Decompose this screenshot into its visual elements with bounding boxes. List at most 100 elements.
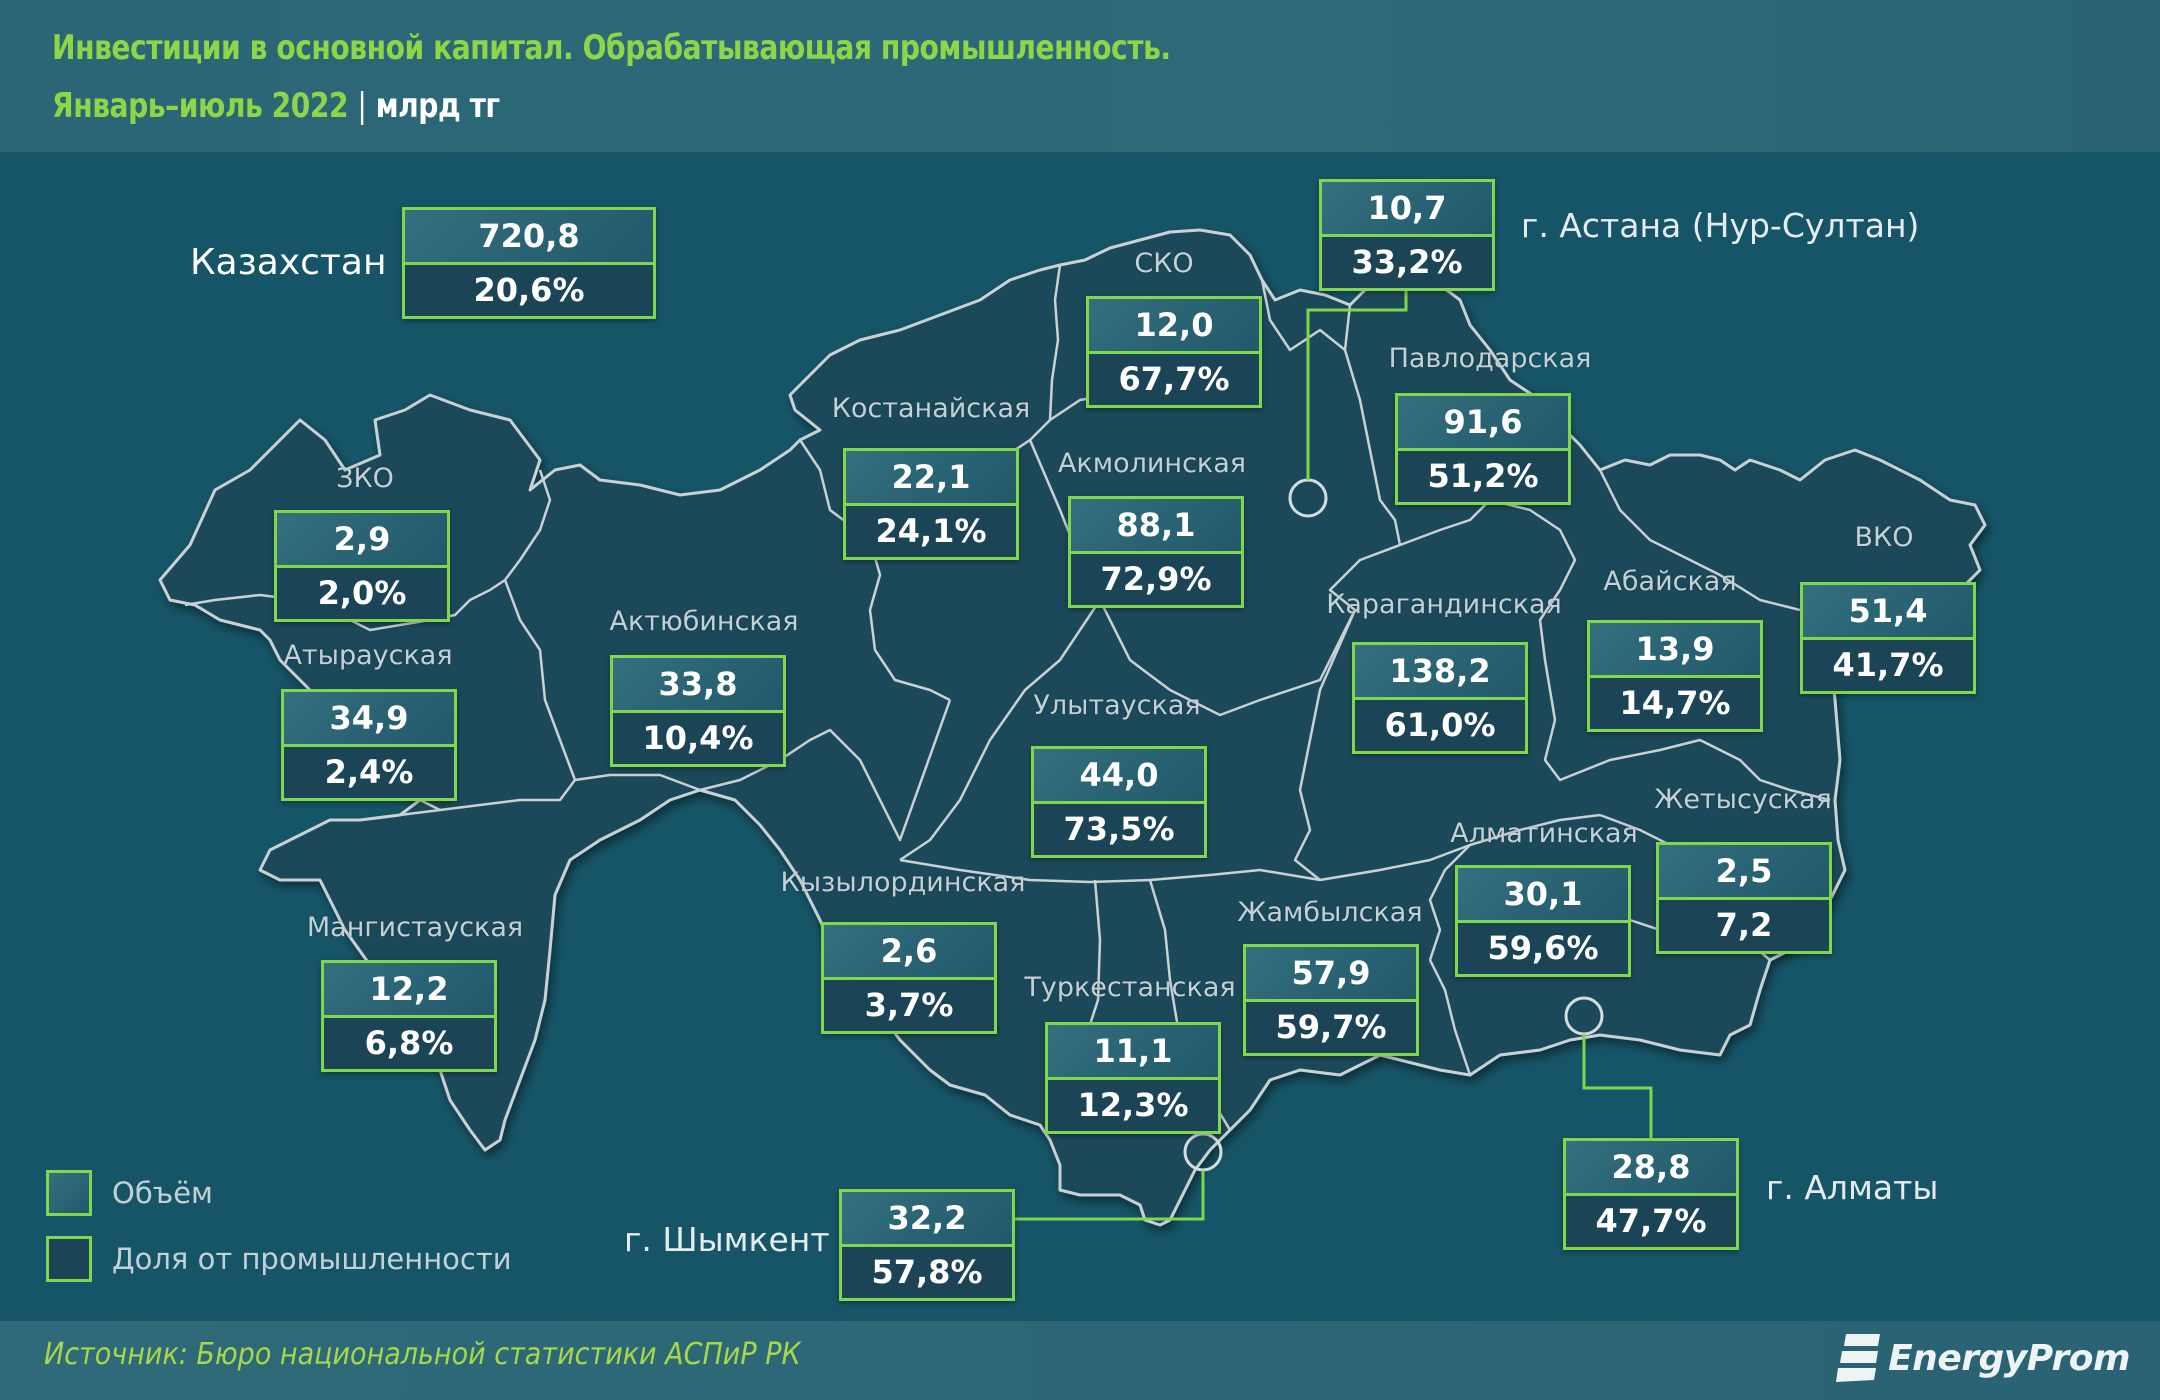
- legend-swatch-volume: [46, 1170, 92, 1216]
- volume-value: 138,2: [1355, 645, 1525, 700]
- volume-value: 51,4: [1803, 585, 1973, 640]
- data-box-kyzylorda: 2,6 3,7%: [821, 922, 997, 1034]
- share-value: 2,4%: [284, 747, 454, 798]
- share-value: 3,7%: [824, 980, 994, 1031]
- share-value: 47,7%: [1566, 1196, 1736, 1247]
- data-box-turkestan: 11,1 12,3%: [1045, 1022, 1221, 1134]
- share-value: 7,2: [1659, 900, 1829, 951]
- data-box-atyrau: 34,9 2,4%: [281, 689, 457, 801]
- volume-value: 33,8: [613, 658, 783, 713]
- energyprom-logo: EnergyProm: [1836, 1330, 2130, 1386]
- data-box-akmola: 88,1 72,9%: [1068, 496, 1244, 608]
- volume-value: 13,9: [1590, 623, 1760, 678]
- data-box-vko: 51,4 41,7%: [1800, 582, 1976, 694]
- data-box-mangistau: 12,2 6,8%: [321, 960, 497, 1072]
- energyprom-logo-icon: [1836, 1334, 1881, 1382]
- region-label-kostanay: Костанайская: [831, 393, 1031, 424]
- share-value: 67,7%: [1089, 354, 1259, 405]
- source-note: Источник: Бюро национальной статистики А…: [44, 1337, 801, 1372]
- share-value: 59,6%: [1458, 923, 1628, 974]
- share-value: 12,3%: [1048, 1080, 1218, 1131]
- separator: |: [357, 86, 367, 126]
- volume-value: 30,1: [1458, 868, 1628, 923]
- data-box-almaty-obl: 30,1 59,6%: [1455, 865, 1631, 977]
- national-label: Казахстан: [190, 242, 387, 283]
- volume-value: 32,2: [842, 1192, 1012, 1247]
- share-value: 59,7%: [1246, 1002, 1416, 1053]
- share-value: 73,5%: [1034, 804, 1204, 855]
- region-label-akmola: Акмолинская: [1057, 448, 1247, 479]
- volume-value: 44,0: [1034, 749, 1204, 804]
- data-box-zhambyl: 57,9 59,7%: [1243, 944, 1419, 1056]
- national-box: 720,8 20,6%: [402, 207, 656, 319]
- data-box-pavlodar: 91,6 51,2%: [1395, 393, 1571, 505]
- data-box-astana: 10,7 33,2%: [1319, 179, 1495, 291]
- volume-value: 57,9: [1246, 947, 1416, 1002]
- region-label-mangistau: Мангистауская: [306, 912, 524, 943]
- volume-value: 2,5: [1659, 845, 1829, 900]
- header-band: [0, 0, 2160, 152]
- data-box-abay: 13,9 14,7%: [1587, 620, 1763, 732]
- volume-value: 22,1: [846, 451, 1016, 506]
- city-label-almaty: г. Алматы: [1766, 1168, 1939, 1207]
- data-box-almaty-city: 28,8 47,7%: [1563, 1138, 1739, 1250]
- legend-item-volume: Объём: [46, 1170, 213, 1216]
- share-value: 20,6%: [405, 265, 653, 316]
- chart-title: Инвестиции в основной капитал. Обрабатыв…: [52, 28, 1171, 68]
- legend-swatch-share: [46, 1236, 92, 1282]
- volume-value: 2,6: [824, 925, 994, 980]
- legend-item-share: Доля от промышленности: [46, 1236, 512, 1282]
- share-value: 6,8%: [324, 1018, 494, 1069]
- share-value: 14,7%: [1590, 678, 1760, 729]
- share-value: 61,0%: [1355, 700, 1525, 751]
- region-label-kyzylorda: Кызылординская: [780, 867, 1026, 898]
- region-label-abay: Абайская: [1603, 566, 1737, 597]
- logo-text: EnergyProm: [1888, 1337, 2130, 1379]
- share-value: 72,9%: [1071, 554, 1241, 605]
- chart-subtitle: Январь–июль 2022 | млрд тг: [52, 86, 500, 126]
- region-label-zhetysu: Жетысуская: [1654, 784, 1832, 815]
- region-label-ulytau: Улытауская: [1033, 690, 1201, 721]
- region-label-sko: СКО: [1134, 248, 1194, 279]
- share-value: 51,2%: [1398, 451, 1568, 502]
- period-label: Январь–июль 2022: [52, 86, 349, 126]
- region-label-almaty-obl: Алматинская: [1450, 818, 1638, 849]
- share-value: 24,1%: [846, 506, 1016, 557]
- data-box-kostanay: 22,1 24,1%: [843, 448, 1019, 560]
- legend-label-share: Доля от промышленности: [112, 1242, 512, 1276]
- data-box-shymkent: 32,2 57,8%: [839, 1189, 1015, 1301]
- volume-value: 10,7: [1322, 182, 1492, 237]
- share-value: 33,2%: [1322, 237, 1492, 288]
- share-value: 57,8%: [842, 1247, 1012, 1298]
- data-box-sko: 12,0 67,7%: [1086, 296, 1262, 408]
- data-box-aktobe: 33,8 10,4%: [610, 655, 786, 767]
- share-value: 10,4%: [613, 713, 783, 764]
- data-box-karaganda: 138,2 61,0%: [1352, 642, 1528, 754]
- data-box-zko: 2,9 2,0%: [274, 510, 450, 622]
- region-label-zhambyl: Жамбылская: [1237, 897, 1423, 928]
- region-label-aktobe: Актюбинская: [609, 606, 799, 637]
- volume-value: 91,6: [1398, 396, 1568, 451]
- data-box-ulytau: 44,0 73,5%: [1031, 746, 1207, 858]
- share-value: 41,7%: [1803, 640, 1973, 691]
- footer-band: [0, 1321, 2160, 1400]
- city-label-astana: г. Астана (Нур-Султан): [1521, 206, 1920, 245]
- region-label-vko: ВКО: [1854, 522, 1914, 553]
- legend-label-volume: Объём: [112, 1176, 213, 1210]
- region-label-karaganda: Карагандинская: [1326, 589, 1562, 620]
- data-box-zhetysu: 2,5 7,2: [1656, 842, 1832, 954]
- volume-value: 2,9: [277, 513, 447, 568]
- city-label-shymkent: г. Шымкент: [624, 1220, 830, 1259]
- volume-value: 34,9: [284, 692, 454, 747]
- volume-value: 12,2: [324, 963, 494, 1018]
- volume-value: 11,1: [1048, 1025, 1218, 1080]
- volume-value: 12,0: [1089, 299, 1259, 354]
- region-label-zko: ЗКО: [336, 463, 394, 494]
- share-value: 2,0%: [277, 568, 447, 619]
- region-label-turkestan: Туркестанская: [1024, 972, 1236, 1003]
- volume-value: 28,8: [1566, 1141, 1736, 1196]
- region-label-pavlodar: Павлодарская: [1388, 343, 1592, 374]
- volume-value: 88,1: [1071, 499, 1241, 554]
- region-label-atyrau: Атырауская: [283, 640, 453, 671]
- connectors: [1015, 291, 1653, 1221]
